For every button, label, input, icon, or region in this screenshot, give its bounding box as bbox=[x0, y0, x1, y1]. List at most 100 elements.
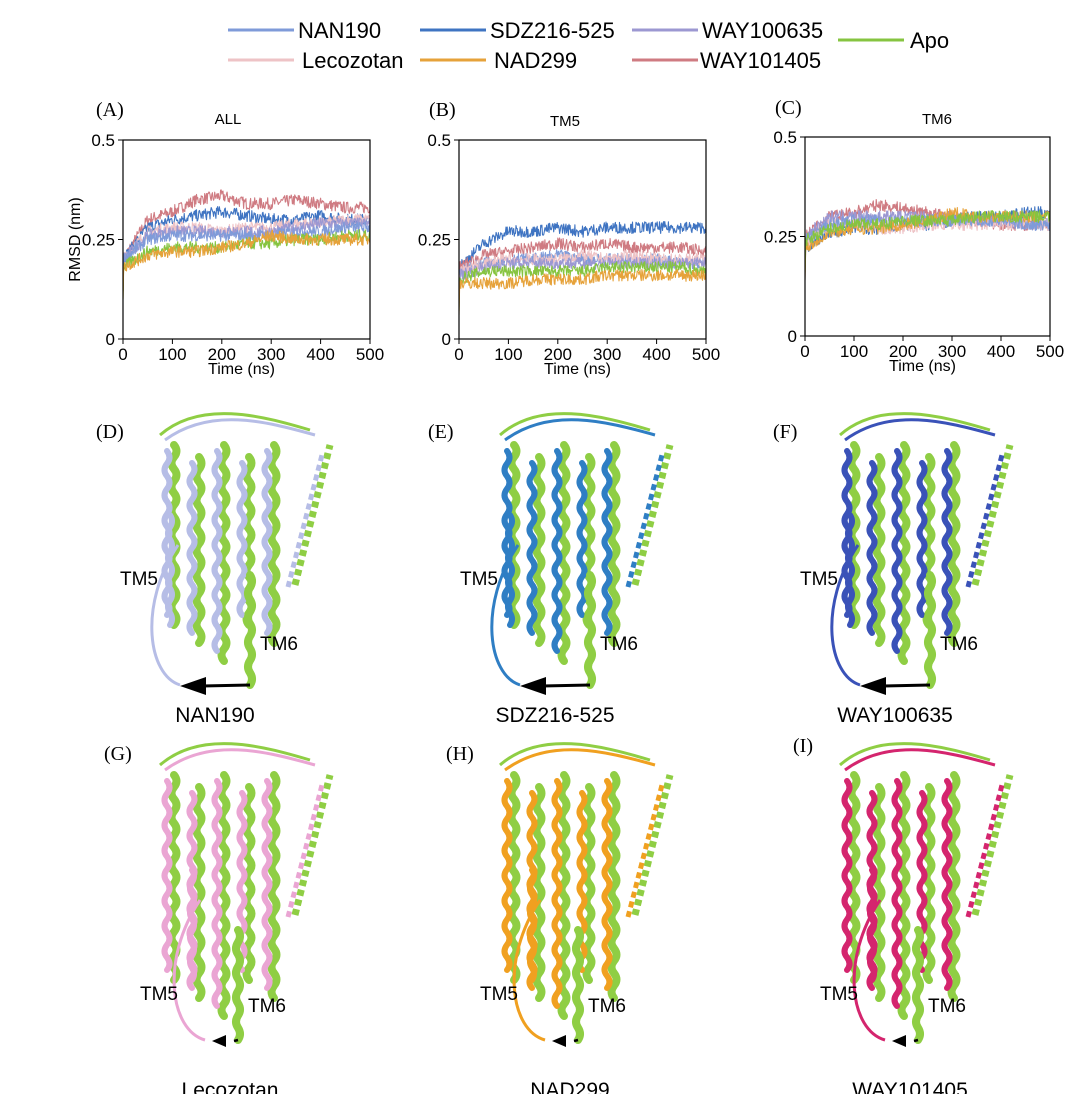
apo-tm6-helix bbox=[232, 926, 244, 1044]
apo-helix-tilted bbox=[971, 444, 1014, 586]
displacement-arrow-head bbox=[552, 1035, 566, 1047]
structure-caption: Lecozotan bbox=[182, 1079, 279, 1094]
x-tick-label: 500 bbox=[692, 345, 720, 364]
displacement-arrow-shaft bbox=[573, 1038, 579, 1043]
tm5-label: TM5 bbox=[800, 569, 838, 590]
ligand-tm5-helix bbox=[187, 867, 197, 983]
displacement-arrow-head bbox=[860, 677, 886, 695]
tm6-label: TM6 bbox=[928, 996, 966, 1017]
x-tick-label: 0 bbox=[118, 345, 127, 364]
legend-item-sdz216-525: SDZ216-525 bbox=[420, 18, 615, 43]
ligand-helix bbox=[841, 778, 853, 973]
y-tick-label: 0.5 bbox=[91, 131, 115, 150]
x-tick-label: 400 bbox=[306, 345, 334, 364]
ligand-tm5-loop bbox=[852, 899, 886, 1042]
x-tick-label: 100 bbox=[494, 345, 522, 364]
ligand-helix bbox=[261, 778, 273, 991]
legend-item-apo: Apo bbox=[838, 28, 949, 53]
ligand-helix bbox=[601, 778, 613, 991]
series-apo bbox=[459, 260, 706, 312]
structure-panel-way100635: (F) TM5 TM6 WAY100635 bbox=[773, 412, 1014, 727]
x-tick-label: 200 bbox=[889, 342, 917, 361]
series-way101405 bbox=[123, 189, 370, 292]
ligand-helix-tilted bbox=[965, 454, 1005, 588]
apo-tm6-helix bbox=[244, 571, 256, 689]
displacement-arrow-shaft bbox=[541, 683, 591, 688]
series-apo bbox=[805, 210, 1050, 273]
chart-title: TM6 bbox=[922, 111, 952, 128]
ligand-tm5-helix bbox=[845, 512, 855, 628]
ligand-helix bbox=[186, 460, 198, 636]
x-tick-label: 0 bbox=[454, 345, 463, 364]
series-group bbox=[123, 189, 370, 300]
legend-label: SDZ216-525 bbox=[490, 18, 615, 43]
y-axis-label: RMSD (nm) bbox=[67, 197, 84, 281]
y-tick-label: 0.25 bbox=[82, 231, 115, 250]
apo-helix bbox=[507, 771, 521, 984]
apo-helix bbox=[167, 771, 181, 984]
tm5-label: TM5 bbox=[460, 569, 498, 590]
ligand-helix bbox=[211, 448, 223, 654]
legend-label: Apo bbox=[910, 28, 949, 53]
apo-helix bbox=[557, 441, 571, 665]
legend-item-nad299: NAD299 bbox=[420, 48, 577, 73]
ligand-helix bbox=[526, 460, 538, 636]
legend-label: Lecozotan bbox=[302, 48, 404, 73]
apo-loop bbox=[839, 412, 991, 437]
y-tick-label: 0 bbox=[442, 330, 451, 349]
legend-item-way101405: WAY101405 bbox=[632, 48, 821, 73]
series-way101405 bbox=[459, 237, 706, 300]
series-lecozotan bbox=[459, 249, 706, 304]
apo-helix bbox=[582, 783, 596, 984]
ligand-loop bbox=[164, 748, 316, 772]
chart-tm6: (C) TM6 0 100 200 300 400 500 0 0.25 0.5 Time (ns) bbox=[764, 97, 1064, 375]
ligand-helix bbox=[891, 448, 903, 654]
x-tick-label: 500 bbox=[356, 345, 384, 364]
panel-label: (I) bbox=[793, 735, 813, 757]
chart-title: TM5 bbox=[550, 113, 580, 130]
legend: NAN190 SDZ216-525 WAY100635 Apo Lecozotan NAD… bbox=[228, 18, 949, 73]
apo-helix bbox=[947, 771, 961, 1002]
structure-caption: NAN190 bbox=[175, 704, 254, 727]
structure-panel-way101405: (I) TM5 TM6 WAY101405 bbox=[793, 735, 1014, 1094]
ligand-helix-tilted bbox=[285, 454, 325, 588]
structure-panel-nad299: (H) TM5 TM6 NAD299 bbox=[446, 742, 674, 1094]
plot-frame bbox=[458, 139, 707, 340]
x-axis-label: Time (ns) bbox=[889, 358, 956, 375]
displacement-arrow-head bbox=[892, 1035, 906, 1047]
ligand-tm5-loop bbox=[150, 544, 181, 687]
panel-label: (H) bbox=[446, 743, 474, 765]
ligand-helix-tilted bbox=[285, 784, 325, 918]
apo-tm6-helix bbox=[912, 926, 924, 1044]
y-tick-label: 0.25 bbox=[764, 228, 797, 247]
apo-loop bbox=[499, 412, 651, 437]
x-tick-label: 0 bbox=[800, 342, 809, 361]
apo-helix-tilted bbox=[971, 774, 1014, 916]
ligand-helix bbox=[576, 460, 588, 618]
tm6-label: TM6 bbox=[588, 996, 626, 1017]
apo-helix bbox=[267, 771, 281, 1002]
apo-loop bbox=[159, 742, 311, 767]
ligand-tm5-loop bbox=[172, 899, 206, 1042]
tm6-label: TM6 bbox=[940, 634, 978, 655]
apo-helix bbox=[532, 783, 546, 1002]
legend-item-lecozotan: Lecozotan bbox=[228, 48, 404, 73]
ligand-helix bbox=[891, 778, 903, 1009]
y-tick-label: 0.5 bbox=[427, 131, 451, 150]
series-nad299 bbox=[123, 229, 370, 300]
panel-label: (A) bbox=[96, 99, 124, 121]
tm6-label: TM6 bbox=[260, 634, 298, 655]
apo-helix-tilted bbox=[631, 444, 674, 586]
ligand-helix bbox=[866, 460, 878, 636]
displacement-arrow-shaft bbox=[913, 1038, 919, 1043]
structure-caption: WAY101405 bbox=[852, 1079, 968, 1094]
ligand-tm5-loop bbox=[830, 544, 861, 687]
displacement-arrow-head bbox=[180, 677, 206, 695]
displacement-arrow-shaft bbox=[233, 1038, 239, 1043]
apo-helix bbox=[192, 453, 206, 647]
apo-helix bbox=[872, 453, 886, 647]
structure-caption: SDZ216-525 bbox=[495, 704, 614, 727]
x-tick-label: 300 bbox=[593, 345, 621, 364]
apo-helix bbox=[872, 783, 886, 1002]
